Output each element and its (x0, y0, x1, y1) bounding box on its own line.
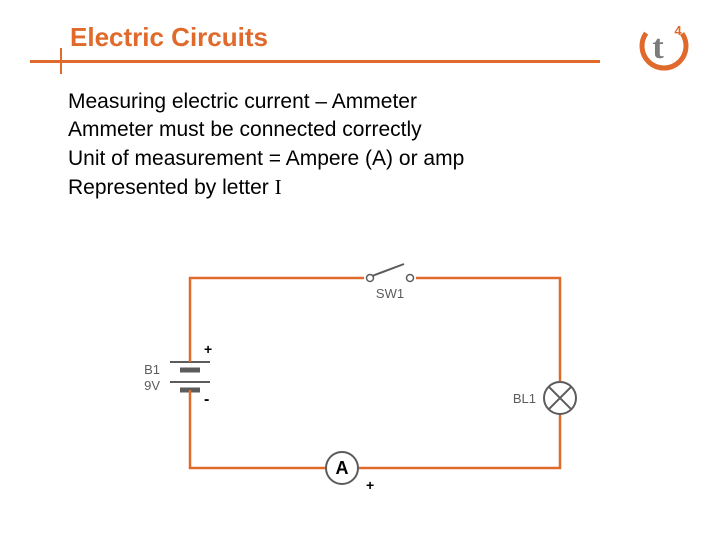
switch-terminal-right (407, 275, 414, 282)
wire-top-right (416, 278, 560, 382)
logo-ring (636, 18, 692, 74)
body-text: Measuring electric current – Ammeter Amm… (68, 88, 464, 202)
ammeter-plus: + (366, 477, 374, 493)
title-rule-tick (60, 48, 62, 74)
page-title: Electric Circuits (70, 22, 268, 53)
battery-plus: + (204, 341, 212, 357)
line-4: Represented by letter I (68, 173, 464, 202)
switch-label: SW1 (376, 286, 404, 301)
wire-bottom-right (358, 414, 560, 468)
line-1: Measuring electric current – Ammeter (68, 88, 464, 116)
t4-logo: t 4 (636, 18, 692, 79)
title-rule (30, 60, 600, 63)
battery-label-1: B1 (144, 362, 160, 377)
bulb-label: BL1 (513, 391, 536, 406)
battery-minus: - (204, 391, 209, 408)
wire-top-left (190, 278, 364, 358)
switch-lever (372, 264, 404, 276)
logo-letter: t (652, 29, 664, 66)
line-4a: Represented by letter (68, 176, 275, 199)
circuit-diagram: SW1 + - B19V BL1 A + (130, 248, 610, 513)
ammeter-letter: A (336, 458, 349, 478)
logo-superscript: 4 (674, 23, 682, 38)
line-4b: I (275, 175, 282, 199)
wire-bottom-left (190, 398, 326, 468)
battery-label-2: 9V (144, 378, 160, 393)
line-3: Unit of measurement = Ampere (A) or amp (68, 145, 464, 173)
line-2: Ammeter must be connected correctly (68, 116, 464, 144)
